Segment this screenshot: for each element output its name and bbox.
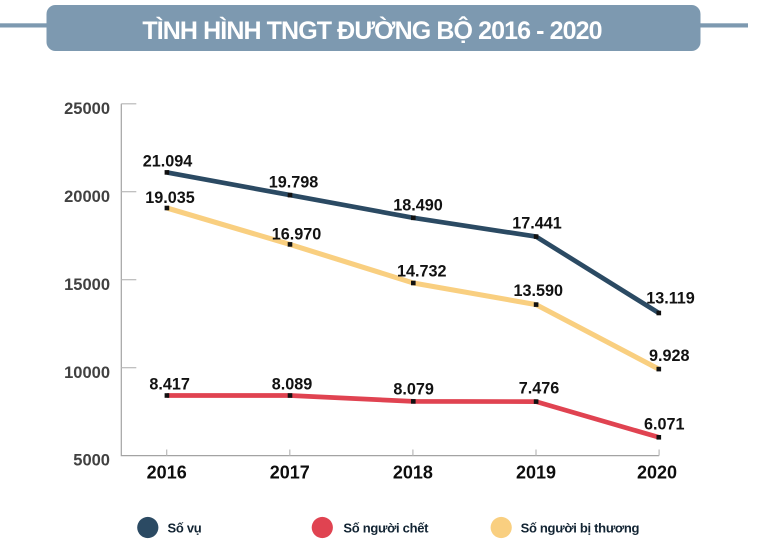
svg-text:19.798: 19.798 [269,174,319,192]
svg-text:7.476: 7.476 [519,379,560,397]
svg-text:Số vụ: Số vụ [168,520,202,535]
svg-text:21.094: 21.094 [143,153,193,171]
svg-text:8.089: 8.089 [272,375,313,393]
svg-text:Số người chết: Số người chết [343,520,429,535]
svg-text:TÌNH HÌNH TNGT ĐƯỜNG BỘ 2016 -: TÌNH HÌNH TNGT ĐƯỜNG BỘ 2016 - 2020 [142,15,601,45]
svg-text:20000: 20000 [64,188,110,206]
svg-text:25000: 25000 [64,100,110,118]
svg-text:2016: 2016 [147,463,187,483]
svg-text:5000: 5000 [73,452,110,470]
svg-text:10000: 10000 [64,364,110,382]
svg-text:13.119: 13.119 [646,289,695,307]
svg-text:17.441: 17.441 [512,214,562,232]
svg-text:14.732: 14.732 [397,263,447,281]
svg-text:16.970: 16.970 [272,226,322,244]
svg-text:18.490: 18.490 [393,197,443,215]
svg-text:19.035: 19.035 [145,189,195,207]
svg-text:13.590: 13.590 [513,282,563,300]
svg-text:8.417: 8.417 [149,376,190,394]
svg-text:8.079: 8.079 [393,381,434,399]
svg-text:15000: 15000 [64,276,110,294]
svg-text:2017: 2017 [270,463,310,483]
svg-text:9.928: 9.928 [649,347,690,365]
svg-text:6.071: 6.071 [644,415,685,433]
svg-text:2018: 2018 [393,463,433,483]
svg-text:Số người bị thương: Số người bị thương [521,520,640,535]
svg-text:2019: 2019 [516,463,556,483]
svg-text:2020: 2020 [637,463,677,483]
